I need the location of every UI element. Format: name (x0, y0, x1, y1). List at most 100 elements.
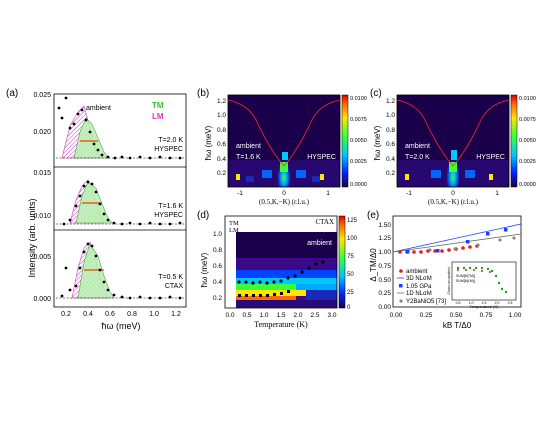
panel-e-inset-xlabel: Temperature (K) (470, 304, 500, 309)
panel-b-ytick: 0.6 (217, 141, 226, 148)
panel-c-ylabel: ħω (meV) (373, 125, 382, 160)
panel-b-heatmap-cells (228, 150, 340, 187)
panel-b-ylabel: ħω (meV) (204, 125, 213, 160)
panel-a-xtick: 1.2 (171, 311, 181, 318)
panel-e-legend-ambient: ambient (406, 269, 428, 275)
panel-b-temp: T=1.6 K (236, 154, 261, 161)
panel-c-cbar-tick: 0.0075 (519, 117, 536, 123)
panel-c-tag: ambient (405, 143, 430, 150)
panel-d-cbar-tick: 50 (347, 272, 354, 278)
panel-d-lm-points (238, 290, 290, 297)
panel-d-legend-tm: TM (229, 220, 239, 227)
panel-b-label: (b) (197, 88, 209, 99)
panel-d-colorbar (338, 215, 346, 309)
panel-a-xtick: 0.2 (61, 311, 71, 318)
panel-e-inset-legend-lm: SUM[θ(LM)] (456, 279, 475, 283)
panel-e-xtick: 1.00 (509, 312, 522, 319)
panel-e-legend-reference: Y2BaNiO5 [73] (406, 299, 446, 305)
panel-c: (c) ħω (meV) 1.2 1.0 0.8 0.6 0.4 0.2 amb… (370, 88, 536, 206)
panel-d-xtick: 0.5 (242, 312, 251, 319)
panel-e-legend-pressure: 1.05 GPa (406, 284, 432, 290)
panel-e-xtick: 0.75 (480, 312, 493, 319)
panel-a-ytick: 0.000 (33, 296, 51, 303)
panel-e-inset: SUM[θ(TM)] SUM[θ(LM)] 0.5 1.0 1.5 2.0 2.… (447, 261, 517, 309)
panel-a-xtick: 1.0 (149, 311, 159, 318)
panel-c-instr: HYSPEC (476, 154, 505, 161)
panel-e-3d-nlsm-line (392, 223, 522, 253)
panel-b-cbar-tick: 0.0075 (350, 117, 367, 123)
panel-d-xtick: 0.0 (225, 312, 234, 319)
panel-b-ytick: 0.8 (217, 127, 226, 134)
panel-b-xtick: 0 (282, 190, 286, 197)
panel-a-bottom-points (60, 242, 182, 300)
panel-d-tm-points (237, 260, 325, 285)
panel-e-ytick: 1.25 (378, 235, 391, 242)
panel-a-middle-temp: T=1.6 K (158, 203, 183, 210)
panel-d-cbar-tick: 0 (347, 305, 351, 311)
panel-b-cbar-tick: 0.0000 (350, 182, 367, 188)
panel-e-legend-1d: 1D NLσM (406, 291, 432, 297)
panel-e-inset-legend-tm: SUM[θ(TM)] (456, 274, 475, 278)
panel-d: (d) ħω (meV) 1.0 0.8 0.6 0.4 0.2 (197, 210, 358, 329)
panel-b-ytick: 0.4 (217, 156, 226, 163)
panel-a: (a) Intensity (arb. units) 0.025 0.020 0… (6, 88, 187, 331)
panel-a-middle-points (62, 180, 182, 226)
panel-c-ytick: 0.2 (386, 170, 395, 177)
panel-a-ytick: 0.005 (33, 254, 51, 261)
panel-e-legend: ambient 3D NLσM 1.05 GPa 1D NLσM Y2BaNiO… (397, 269, 446, 305)
panel-a-xtick: 0.8 (127, 311, 137, 318)
panel-d-tag: ambient (307, 240, 332, 247)
panel-b-ytick: 1.2 (217, 98, 226, 105)
panel-c-cbar-tick: 0.0100 (519, 96, 536, 102)
panel-a-xtick: 0.4 (83, 311, 93, 318)
panel-a-top-points (57, 96, 182, 160)
panel-d-instr: CTAX (316, 218, 335, 226)
panel-a-ylabel: Intensity (arb. units) (27, 198, 37, 277)
panel-c-ytick: 0.4 (386, 156, 395, 163)
panel-e-ytick: 0.00 (378, 304, 391, 311)
panel-e-1d-nlsm-line (392, 233, 522, 253)
panel-b-cbar-tick: 0.0100 (350, 96, 367, 102)
panel-e-xtick: 0.25 (420, 312, 433, 319)
panel-a-subplot-middle: T=1.6 K HYSPEC (56, 179, 186, 226)
panel-d-label: (d) (197, 210, 209, 221)
panel-c-xlabel: (0.5,K,−K) (r.l.u.) (428, 198, 479, 206)
panel-c-cbar-tick: 0.0025 (519, 159, 536, 165)
panel-a-subplot-bottom: T=0.5 K CTAX (56, 241, 186, 300)
panel-e-ylabel: Δ_TM/Δ0 (369, 248, 378, 282)
panel-b-cbar-tick: 0.0050 (350, 138, 367, 144)
panel-c-xtick: 1 (495, 190, 499, 197)
panel-d-cbar-tick: 75 (347, 254, 354, 260)
panel-a-ambient-tag: ambient (86, 105, 111, 112)
panel-a-bottom-instr: CTAX (165, 283, 183, 290)
panel-c-dispersion-curve (396, 99, 510, 167)
panel-d-ytick: 0.8 (213, 247, 222, 254)
panel-c-heatmap-cells (397, 148, 509, 187)
panel-d-ytick: 0.6 (213, 263, 222, 270)
panel-d-xlabel: Temperature (K) (254, 320, 308, 329)
panel-e-inset-lm-points (457, 269, 491, 273)
panel-b: (b) ħω (meV) 1.2 1.0 0.8 0.6 0.4 0.2 amb… (197, 88, 367, 206)
panel-e-xtick: 0.50 (450, 312, 463, 319)
panel-a-top-temp: T=2.0 K (158, 137, 183, 144)
panel-c-ytick: 1.0 (386, 112, 395, 119)
panel-c-cbar-tick: 0.0000 (519, 182, 536, 188)
panel-a-middle-instr: HYSPEC (154, 212, 183, 219)
panel-a-top-instr: HYSPEC (154, 146, 183, 153)
panel-d-cbar-tick: 100 (347, 236, 358, 242)
panel-e-inset-xtick: 1.5 (482, 301, 487, 305)
panel-a-ytick: 0.010 (33, 213, 51, 220)
panel-e-xtick: 0.00 (390, 312, 403, 319)
panel-c-xtick: -1 (406, 190, 412, 197)
panel-e-inset-xtick: 1.0 (469, 301, 474, 305)
panel-a-label: (a) (6, 88, 18, 99)
panel-e-inset-tm-points (456, 266, 508, 294)
panel-c-xtick: 0 (451, 190, 455, 197)
panel-d-xtick: 3.0 (327, 312, 336, 319)
panel-b-dispersion-curve (227, 99, 341, 167)
panel-a-ytick: 0.020 (33, 129, 51, 136)
panel-d-ytick: 1.0 (213, 231, 222, 238)
panel-d-xtick: 2.5 (310, 312, 319, 319)
panel-e: (e) Δ_TM/Δ0 1.50 1.25 1.00 0.75 0.50 0.2… (367, 210, 522, 330)
panel-b-ytick: 0.2 (217, 170, 226, 177)
